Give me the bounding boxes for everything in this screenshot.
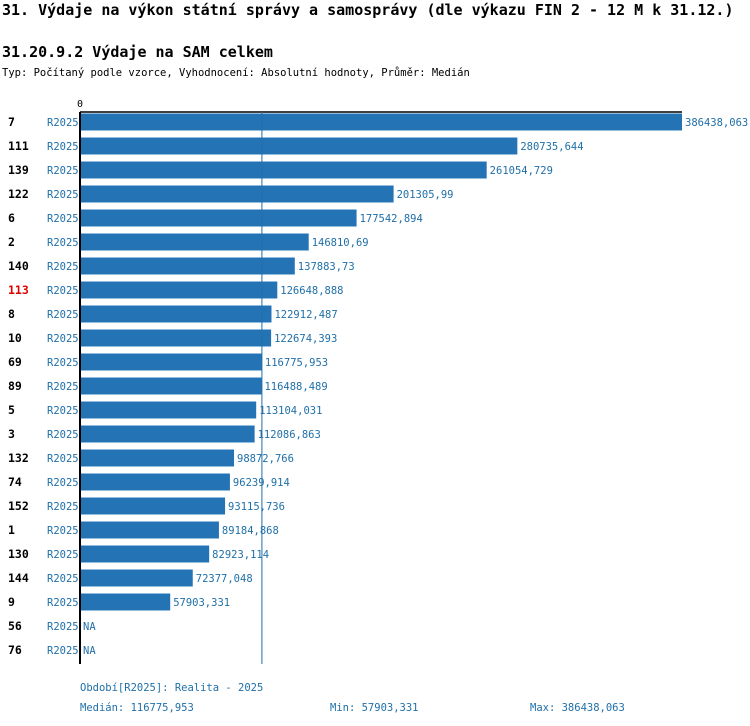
bar-value-label: 201305,99 — [397, 189, 454, 201]
row-period-label: R2025 — [47, 501, 79, 513]
bar-value-label: NA — [83, 621, 96, 633]
row-label: 6 — [8, 211, 15, 225]
bar-value-label: 98872,766 — [237, 453, 294, 465]
bar — [80, 113, 682, 131]
row-label: 69 — [8, 355, 22, 369]
bar-value-label: 116488,489 — [264, 381, 327, 393]
row-period-label: R2025 — [47, 645, 79, 657]
row-period-label: R2025 — [47, 141, 79, 153]
row-label: 144 — [8, 571, 29, 585]
row-period-label: R2025 — [47, 261, 79, 273]
row-label: 7 — [8, 115, 15, 129]
footer-median: Medián: 116775,953 — [80, 702, 194, 714]
row-period-label: R2025 — [47, 621, 79, 633]
bar — [80, 137, 518, 155]
row-label: 139 — [8, 163, 29, 177]
bar-value-label: 261054,729 — [490, 165, 553, 177]
row-label: 152 — [8, 499, 29, 513]
row-period-label: R2025 — [47, 165, 79, 177]
row-label: 76 — [8, 643, 22, 657]
bar-value-label: 96239,914 — [233, 477, 290, 489]
bar — [80, 449, 235, 467]
bar-value-label: 82923,114 — [212, 549, 269, 561]
row-period-label: R2025 — [47, 477, 79, 489]
bar-value-label: 146810,69 — [312, 237, 369, 249]
row-period-label: R2025 — [47, 381, 79, 393]
row-label: 9 — [8, 595, 15, 609]
row-label: 140 — [8, 259, 29, 273]
row-period-label: R2025 — [47, 333, 79, 345]
bar-value-label: 57903,331 — [173, 597, 230, 609]
row-period-label: R2025 — [47, 117, 79, 129]
bar — [80, 305, 272, 323]
x-zero-tick-label: 0 — [77, 99, 83, 110]
bar-value-label: 177542,894 — [360, 213, 423, 225]
bar-value-label: 113104,031 — [259, 405, 322, 417]
bar-value-label: 126648,888 — [280, 285, 343, 297]
footer-max: Max: 386438,063 — [530, 702, 625, 714]
row-label: 2 — [8, 235, 15, 249]
row-period-label: R2025 — [47, 405, 79, 417]
bar — [80, 329, 272, 347]
row-label: 122 — [8, 187, 29, 201]
row-label: 5 — [8, 403, 15, 417]
bar — [80, 233, 309, 251]
row-period-label: R2025 — [47, 525, 79, 537]
bar — [80, 353, 262, 371]
row-period-label: R2025 — [47, 573, 79, 585]
row-label: 10 — [8, 331, 22, 345]
row-period-label: R2025 — [47, 237, 79, 249]
row-label: 113 — [8, 283, 29, 297]
footer-period: Období[R2025]: Realita - 2025 — [80, 682, 264, 694]
bar — [80, 473, 230, 491]
bar — [80, 401, 257, 419]
row-period-label: R2025 — [47, 285, 79, 297]
bar — [80, 281, 278, 299]
bar — [80, 209, 357, 227]
row-label: 74 — [8, 475, 22, 489]
row-label: 89 — [8, 379, 22, 393]
row-period-label: R2025 — [47, 453, 79, 465]
row-label: 8 — [8, 307, 15, 321]
bar-value-label: 122674,393 — [274, 333, 337, 345]
bar-value-label: 386438,063 — [685, 117, 748, 129]
bar — [80, 377, 262, 395]
bar — [80, 257, 295, 275]
bar-value-label: 122912,487 — [274, 309, 337, 321]
bar — [80, 497, 226, 515]
bar — [80, 593, 171, 611]
row-period-label: R2025 — [47, 597, 79, 609]
section-title: 31.20.9.2 Výdaje na SAM celkem — [2, 43, 273, 61]
row-period-label: R2025 — [47, 429, 79, 441]
chart-subtitle: Typ: Počítaný podle vzorce, Vyhodnocení:… — [2, 67, 470, 79]
bar — [80, 545, 210, 563]
bar-value-label: 137883,73 — [298, 261, 355, 273]
row-period-label: R2025 — [47, 549, 79, 561]
footer-min: Min: 57903,331 — [330, 702, 419, 714]
row-period-label: R2025 — [47, 309, 79, 321]
bar — [80, 569, 193, 587]
bar-value-label: 89184,868 — [222, 525, 279, 537]
page-title: 31. Výdaje na výkon státní správy a samo… — [2, 1, 734, 19]
row-label: 1 — [8, 523, 15, 537]
row-label: 132 — [8, 451, 29, 465]
bar — [80, 521, 219, 539]
bar-value-label: NA — [83, 645, 96, 657]
row-label: 56 — [8, 619, 22, 633]
row-label: 130 — [8, 547, 29, 561]
bar-value-label: 93115,736 — [228, 501, 285, 513]
row-label: 111 — [8, 139, 29, 153]
row-period-label: R2025 — [47, 189, 79, 201]
row-label: 3 — [8, 427, 15, 441]
bar-value-label: 72377,048 — [196, 573, 253, 585]
bar — [80, 161, 487, 179]
row-period-label: R2025 — [47, 357, 79, 369]
bar — [80, 425, 255, 443]
bar-value-label: 280735,644 — [520, 141, 583, 153]
row-period-label: R2025 — [47, 213, 79, 225]
bar-value-label: 116775,953 — [265, 357, 328, 369]
bar — [80, 185, 394, 203]
bar-value-label: 112086,863 — [258, 429, 321, 441]
